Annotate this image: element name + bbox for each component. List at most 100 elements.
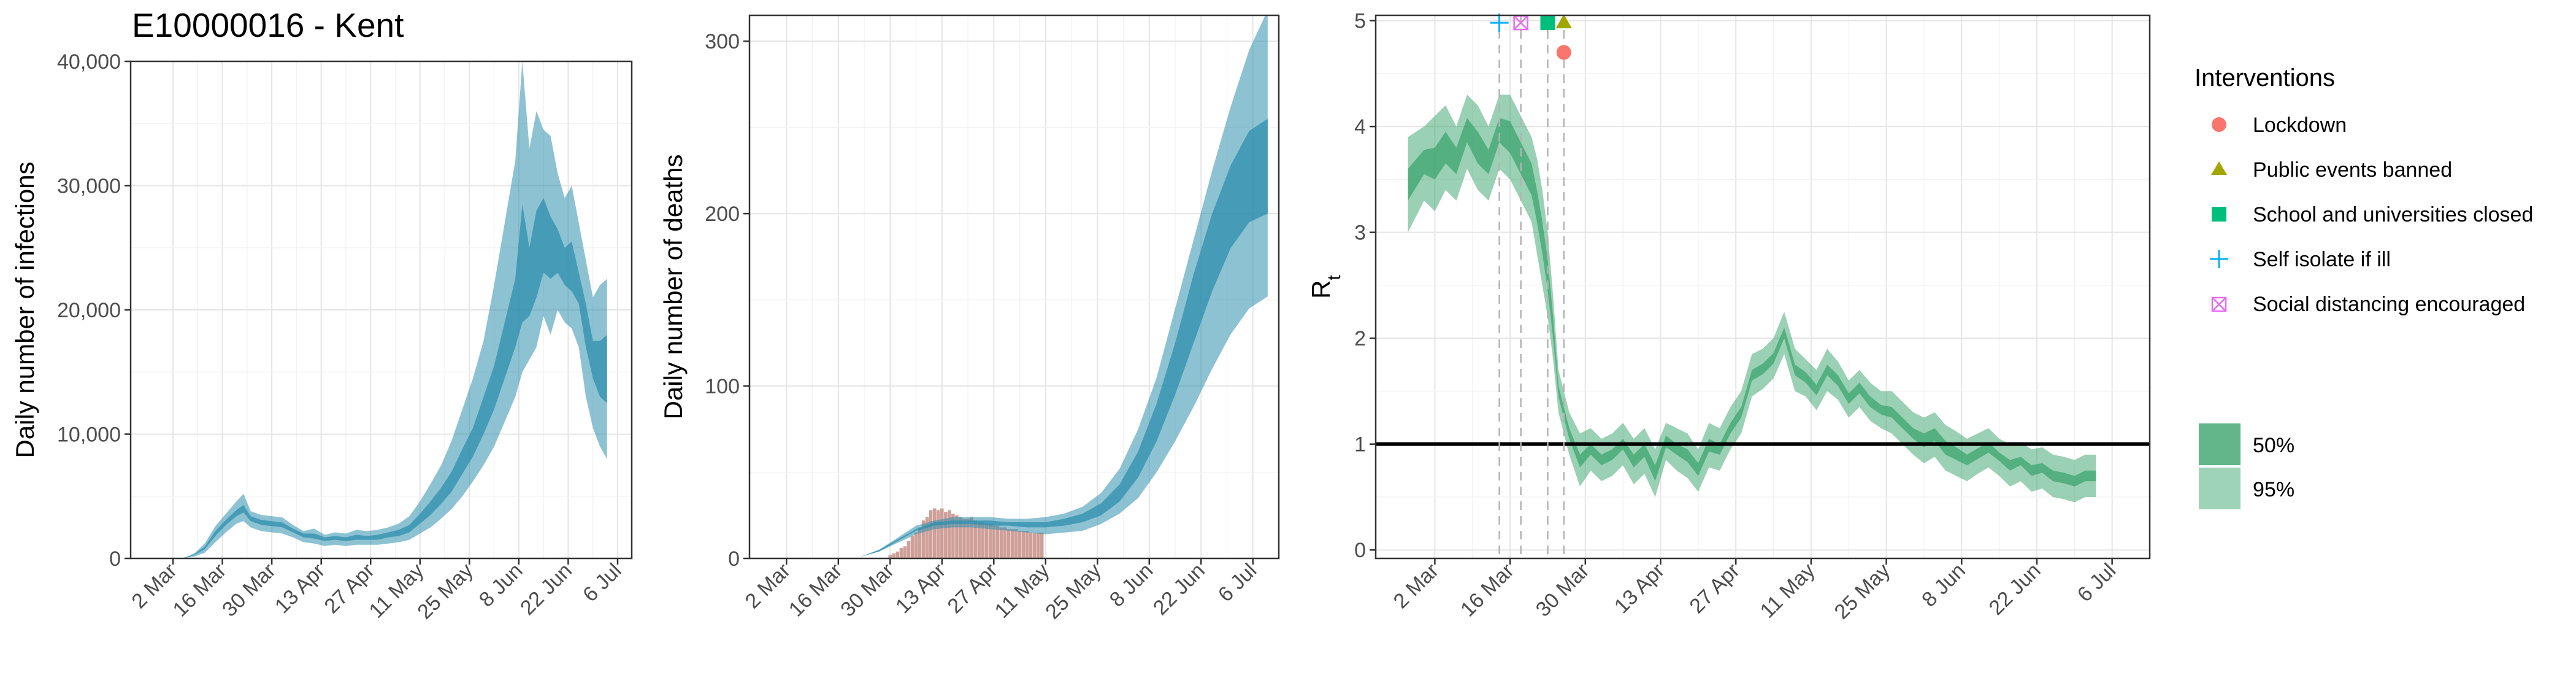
infections-x-tick-label: 25 May	[413, 559, 478, 624]
deaths-x-tick-label: 16 Mar	[784, 559, 847, 622]
infections-y-axis-title: Daily number of infections	[10, 161, 39, 458]
deaths-observed-bar	[1003, 527, 1007, 558]
schools-marker	[1540, 15, 1555, 31]
deaths-observed-bar	[1021, 531, 1025, 558]
legend-label-50: 50%	[2253, 434, 2294, 457]
rt-y-tick-label: 2	[1354, 327, 1366, 350]
deaths-observed-bar	[970, 517, 973, 558]
deaths-observed-bar	[955, 515, 959, 558]
deaths-observed-bar	[918, 527, 922, 558]
rt-x-tick-label: 25 May	[1830, 559, 1895, 624]
band-50-swatch	[2199, 423, 2241, 465]
deaths-observed-bar	[981, 522, 984, 558]
band-95-swatch	[2199, 468, 2241, 509]
infections-y-tick-label: 0	[109, 547, 121, 571]
legend: Interventions Lockdown Public events ban…	[2195, 64, 2533, 509]
deaths-band-50	[838, 118, 1268, 558]
deaths-observed-bar	[984, 523, 989, 558]
deaths-y-tick-label: 100	[705, 375, 740, 398]
legend-item-public-events: Public events banned	[2211, 158, 2452, 182]
rt-x-tick-label: 6 Jul	[2073, 559, 2121, 607]
legend-label-schools: School and universities closed	[2253, 203, 2533, 226]
deaths-observed-bar	[1006, 529, 1011, 558]
deaths-x-tick-label: 25 May	[1041, 559, 1106, 624]
infections-y-tick-label: 20,000	[57, 299, 121, 322]
deaths-y-axis-title: Daily number of deaths	[659, 155, 688, 420]
rt-y-axis-title-subscript: t	[1324, 275, 1344, 280]
rt-plot-area	[1376, 15, 2150, 558]
square-marker-icon	[2212, 207, 2226, 222]
deaths-observed-bar	[959, 517, 962, 558]
rt-x-tick-label: 13 Apr	[1610, 559, 1669, 618]
triangle-marker-icon	[2211, 161, 2227, 175]
deaths-x-tick-label: 30 Mar	[836, 559, 899, 622]
deaths-x-tick-label: 22 Jun	[1149, 559, 1209, 620]
deaths-panel-border	[748, 14, 1280, 560]
deaths-x-tick-label: 11 May	[991, 559, 1054, 623]
deaths-observed-bar	[892, 553, 896, 558]
rt-x-tick-label: 8 Jun	[1917, 559, 1970, 612]
deaths-observed-bar	[910, 536, 914, 558]
legend-item-95: 95%	[2199, 468, 2294, 509]
deaths-x-tick-label: 6 Jul	[1214, 559, 1262, 607]
rt-x-tick-label: 22 Jun	[1985, 559, 2045, 620]
deaths-plot-area	[838, 15, 1268, 558]
deaths-observed-bar	[895, 551, 900, 558]
deaths-observed-bar	[932, 508, 937, 558]
deaths-observed-bar	[888, 555, 892, 558]
deaths-observed-bar	[944, 512, 948, 558]
legend-title: Interventions	[2195, 64, 2335, 91]
infections-band-95	[173, 61, 607, 558]
rt-x-tick-label: 16 Mar	[1456, 559, 1519, 622]
rt-y-tick-label: 0	[1354, 539, 1366, 562]
deaths-observed-bar	[937, 510, 940, 558]
deaths-grid	[749, 15, 1279, 559]
rt-y-tick-label: 1	[1354, 433, 1366, 457]
legend-item-social-distancing: Social distancing encouraged	[2211, 293, 2525, 316]
deaths-observed-bar	[973, 520, 977, 558]
legend-label-95: 95%	[2253, 478, 2294, 501]
rt-x-tick-label: 27 Apr	[1685, 559, 1744, 618]
deaths-observed-bar	[1036, 532, 1040, 558]
infections-x-tick-label: 30 Mar	[218, 559, 280, 622]
rt-y-tick-label: 5	[1354, 10, 1366, 33]
deaths-observed-bar	[1010, 529, 1014, 558]
deaths-observed-bar	[914, 532, 918, 558]
deaths-observed-bar	[903, 546, 907, 558]
legend-label-public-events: Public events banned	[2253, 158, 2452, 182]
rt-y-axis-title: Rt	[1306, 275, 1344, 299]
deaths-observed-bar	[907, 541, 911, 558]
legend-label-self-isolate: Self isolate if ill	[2253, 248, 2391, 271]
deaths-observed-bar	[995, 525, 1000, 558]
deaths-observed-bar	[899, 548, 903, 558]
legend-item-50: 50%	[2199, 423, 2294, 465]
deaths-observed-bar	[1029, 532, 1033, 558]
deaths-observed-bar	[966, 519, 970, 558]
deaths-observed-bar	[1032, 532, 1037, 558]
deaths-observed-bar	[977, 522, 981, 558]
rt-band-50	[1408, 118, 2096, 487]
deaths-observed-bar	[999, 527, 1003, 558]
public-events-marker	[1555, 14, 1572, 29]
deaths-observed-bar	[951, 513, 955, 558]
infections-plot-area	[173, 61, 607, 558]
deaths-observed-bar	[1018, 531, 1022, 558]
figure-title: E10000016 - Kent	[132, 6, 404, 44]
deaths-y-tick-label: 0	[728, 547, 740, 571]
rt-x-tick-label: 30 Mar	[1531, 559, 1594, 622]
deaths-observed-bar	[929, 510, 933, 558]
infections-x-tick-label: 13 Apr	[270, 559, 329, 618]
legend-item-lockdown: Lockdown	[2212, 114, 2347, 137]
rt-y-tick-label: 3	[1354, 222, 1366, 245]
legend-item-schools: School and universities closed	[2212, 203, 2533, 226]
infections-y-tick-label: 10,000	[57, 423, 121, 447]
rt-y-tick-label: 4	[1354, 115, 1366, 139]
rt-x-tick-label: 11 May	[1756, 559, 1820, 623]
plus-marker-icon	[2210, 250, 2228, 268]
infections-y-tick-label: 30,000	[57, 175, 121, 198]
deaths-x-tick-label: 13 Apr	[891, 559, 950, 618]
deaths-observed-bar	[992, 525, 996, 558]
